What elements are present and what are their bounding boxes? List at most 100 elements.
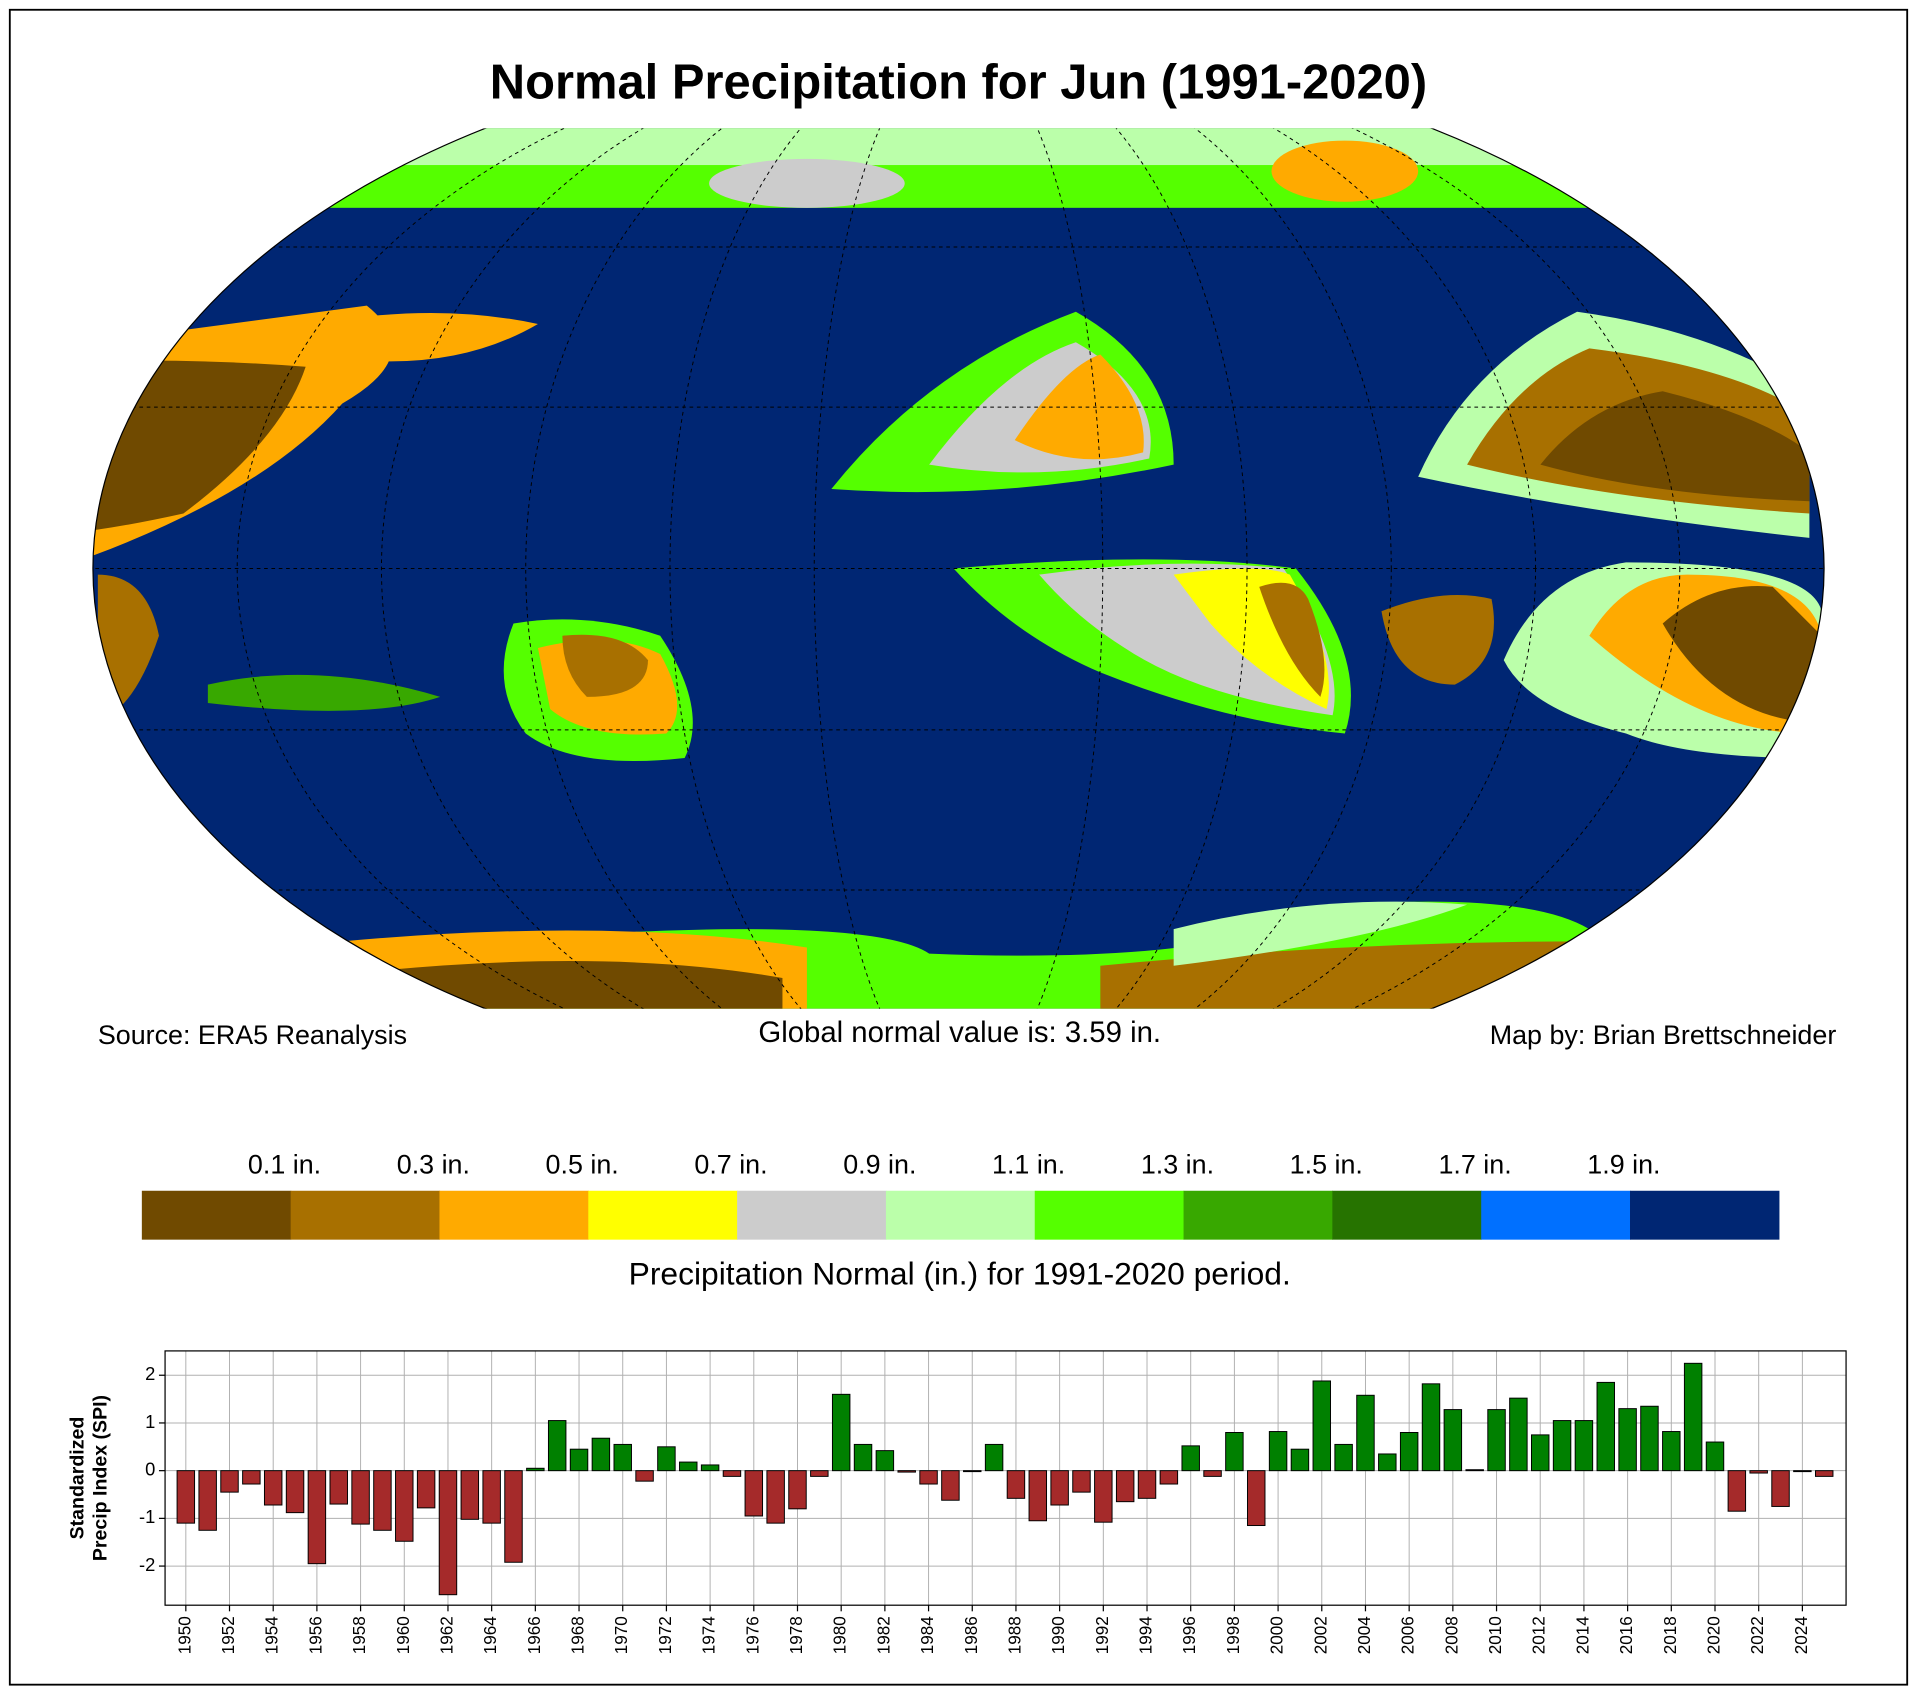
colorbar-swatch — [141, 1190, 292, 1240]
bar — [482, 1470, 501, 1524]
bar — [460, 1470, 480, 1520]
bar — [831, 1393, 851, 1472]
bar — [1443, 1409, 1463, 1472]
bar — [1115, 1470, 1135, 1503]
x-tick-label: 2006 — [1399, 1616, 1418, 1654]
bar — [613, 1443, 632, 1472]
bar — [220, 1470, 239, 1493]
x-tick-label: 1988 — [1005, 1616, 1024, 1654]
y-axis-label: Standardized — [66, 1417, 88, 1540]
x-tick-label: 1950 — [175, 1616, 194, 1654]
bar — [285, 1470, 305, 1514]
colorbar-swatch — [1034, 1190, 1185, 1240]
bar — [176, 1470, 196, 1524]
colorbar-title: Precipitation Normal (in.) for 1991-2020… — [629, 1256, 1291, 1292]
bar — [1072, 1470, 1091, 1493]
bar — [635, 1470, 654, 1482]
x-tick-label: 1976 — [743, 1616, 762, 1654]
colorbar-label: 1.3 in. — [1141, 1149, 1214, 1179]
bar — [1705, 1441, 1725, 1472]
x-tick-label: 1994 — [1137, 1616, 1156, 1655]
y-tick-label: 1 — [145, 1411, 155, 1432]
x-tick-label: 1996 — [1180, 1616, 1199, 1654]
x-tick-label: 2020 — [1705, 1616, 1724, 1654]
bar — [1487, 1409, 1506, 1472]
x-tick-label: 1972 — [656, 1616, 675, 1654]
bar — [963, 1470, 982, 1473]
x-tick-label: 1958 — [350, 1616, 369, 1654]
bar — [329, 1470, 348, 1505]
bar — [1531, 1434, 1550, 1472]
bar — [1465, 1469, 1484, 1472]
bar — [941, 1470, 960, 1501]
bar — [307, 1470, 327, 1565]
bar — [1006, 1470, 1026, 1499]
x-tick-label: 1982 — [874, 1616, 893, 1654]
colorbar-swatch — [1183, 1190, 1333, 1240]
bar — [1181, 1445, 1200, 1472]
bar — [569, 1448, 589, 1472]
bar — [1137, 1470, 1157, 1499]
colorbar-swatch — [1481, 1190, 1631, 1240]
bar — [416, 1470, 436, 1509]
colorbar-label: 1.7 in. — [1438, 1149, 1511, 1179]
bar — [504, 1470, 523, 1563]
bar — [657, 1446, 676, 1472]
bar — [722, 1470, 742, 1477]
bar — [1334, 1443, 1353, 1472]
source: Source: ERA5 Reanalysis — [98, 1020, 407, 1050]
x-tick-label: 1980 — [831, 1616, 850, 1654]
title: Normal Precipitation for Jun (1991-2020) — [490, 55, 1427, 109]
colorbar-swatch — [588, 1190, 738, 1240]
bar — [766, 1470, 785, 1524]
colorbar-swatch — [737, 1190, 887, 1240]
bar — [1399, 1432, 1419, 1472]
bar — [1574, 1420, 1594, 1472]
x-tick-label: 1966 — [525, 1616, 544, 1654]
bar — [853, 1443, 873, 1472]
bar — [1509, 1397, 1528, 1472]
bar — [1247, 1470, 1266, 1527]
bar — [1727, 1470, 1747, 1512]
x-tick-label: 1978 — [787, 1616, 806, 1654]
colorbar-swatch — [1332, 1190, 1482, 1240]
bar — [1683, 1362, 1703, 1472]
y-tick-label: 2 — [145, 1363, 155, 1384]
x-tick-label: 1960 — [394, 1616, 413, 1654]
colorbar-label: 0.5 in. — [546, 1149, 619, 1179]
bar — [1268, 1431, 1288, 1472]
x-tick-label: 1990 — [1049, 1616, 1068, 1654]
x-tick-label: 2018 — [1661, 1616, 1680, 1654]
bar — [700, 1464, 720, 1472]
bar — [1356, 1394, 1375, 1472]
x-tick-label: 2012 — [1530, 1616, 1549, 1654]
colorbar-label: 0.7 in. — [694, 1149, 767, 1179]
x-tick-label: 1986 — [962, 1616, 981, 1654]
bar — [1596, 1381, 1615, 1472]
x-tick-label: 1952 — [219, 1616, 238, 1654]
colorbar-swatch — [290, 1190, 441, 1240]
x-tick-label: 1956 — [306, 1616, 325, 1654]
colorbar-label: 0.9 in. — [843, 1149, 916, 1179]
bar — [875, 1450, 895, 1472]
bar — [1552, 1420, 1572, 1472]
bar — [1749, 1470, 1768, 1474]
bar — [744, 1470, 764, 1517]
bar — [1771, 1470, 1790, 1507]
bar — [1662, 1431, 1681, 1472]
bar — [1378, 1453, 1397, 1472]
bar — [1640, 1405, 1659, 1472]
bar — [351, 1470, 370, 1525]
bar — [810, 1470, 829, 1477]
bar — [526, 1467, 545, 1472]
bar — [1793, 1470, 1812, 1473]
x-tick-label: 2008 — [1442, 1616, 1461, 1654]
x-tick-label: 2014 — [1573, 1616, 1592, 1655]
x-tick-label: 1970 — [612, 1616, 631, 1654]
x-tick-label: 1974 — [700, 1616, 719, 1655]
colorbar: 0.1 in. 0.3 in. 0.5 in. 0.7 in. 0.9 in. 1.1 i… — [141, 1149, 1780, 1240]
bar — [373, 1470, 392, 1531]
x-tick-label: 2024 — [1792, 1616, 1811, 1655]
bar — [1225, 1432, 1244, 1472]
bar — [1618, 1408, 1637, 1472]
